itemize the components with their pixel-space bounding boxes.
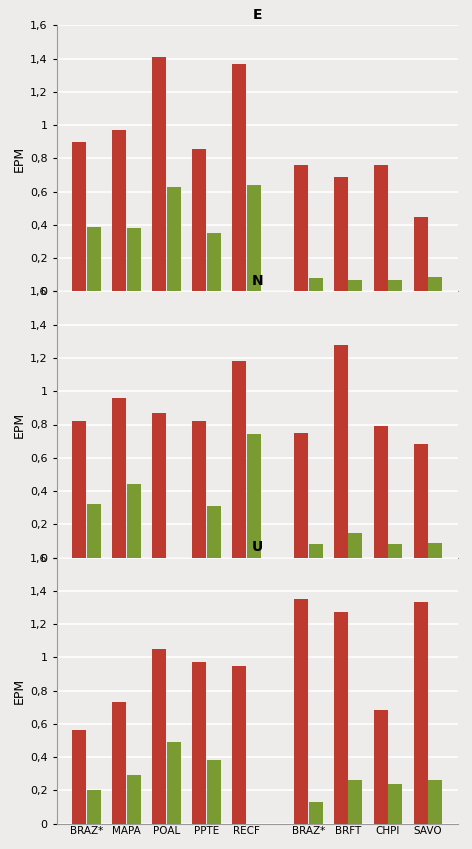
Bar <box>348 532 362 558</box>
Bar <box>247 435 261 558</box>
Bar <box>374 426 388 558</box>
Bar <box>112 398 126 558</box>
Bar <box>192 421 206 558</box>
Bar <box>413 603 428 824</box>
Legend: Modelo padrão + ruído branco, Modelo padrão + ruído branco + ruído colorido: Modelo padrão + ruído branco, Modelo pad… <box>66 642 448 651</box>
Text: JPL: JPL <box>360 340 376 350</box>
Bar <box>207 761 221 824</box>
Bar <box>207 233 221 291</box>
Bar <box>309 544 322 558</box>
Bar <box>388 544 402 558</box>
Y-axis label: EPM: EPM <box>13 145 26 171</box>
Bar <box>348 280 362 291</box>
Bar <box>112 702 126 824</box>
Y-axis label: EPM: EPM <box>13 412 26 437</box>
Bar <box>232 666 246 824</box>
Bar <box>334 612 348 824</box>
Bar <box>413 216 428 291</box>
Bar <box>374 711 388 824</box>
Bar <box>112 130 126 291</box>
Bar <box>428 543 442 558</box>
Bar <box>87 504 101 558</box>
Bar <box>127 484 141 558</box>
Bar <box>72 730 86 824</box>
Bar <box>232 64 246 291</box>
Bar <box>334 345 348 558</box>
Bar <box>152 413 166 558</box>
Bar <box>428 780 442 824</box>
Bar <box>127 775 141 824</box>
Text: JPL: JPL <box>360 605 376 616</box>
Bar <box>309 278 322 291</box>
Title: E: E <box>253 8 262 21</box>
Bar <box>348 780 362 824</box>
Bar <box>192 662 206 824</box>
Bar <box>87 790 101 824</box>
Title: U: U <box>252 540 263 554</box>
Legend: Modelo padrão + ruído branco, Modelo padrão + ruído branco + ruído colorido: Modelo padrão + ruído branco, Modelo pad… <box>66 376 448 385</box>
Bar <box>72 421 86 558</box>
Bar <box>294 599 308 824</box>
Bar <box>72 142 86 291</box>
Bar <box>207 506 221 558</box>
Title: N: N <box>252 273 263 288</box>
Text: SIRGAS-CON: SIRGAS-CON <box>131 340 202 350</box>
Bar <box>334 177 348 291</box>
Bar <box>388 784 402 824</box>
Bar <box>127 228 141 291</box>
Bar <box>152 57 166 291</box>
Bar <box>294 433 308 558</box>
Bar <box>247 185 261 291</box>
Text: SIRGAS-CON: SIRGAS-CON <box>131 605 202 616</box>
Bar <box>309 802 322 824</box>
Bar <box>87 227 101 291</box>
Bar <box>167 187 181 291</box>
Bar <box>167 742 181 824</box>
Bar <box>428 277 442 291</box>
Bar <box>192 149 206 291</box>
Bar <box>374 165 388 291</box>
Y-axis label: EPM: EPM <box>13 678 26 704</box>
Bar <box>294 165 308 291</box>
Bar <box>388 280 402 291</box>
Bar <box>413 444 428 558</box>
Bar <box>232 362 246 558</box>
Bar <box>152 649 166 824</box>
